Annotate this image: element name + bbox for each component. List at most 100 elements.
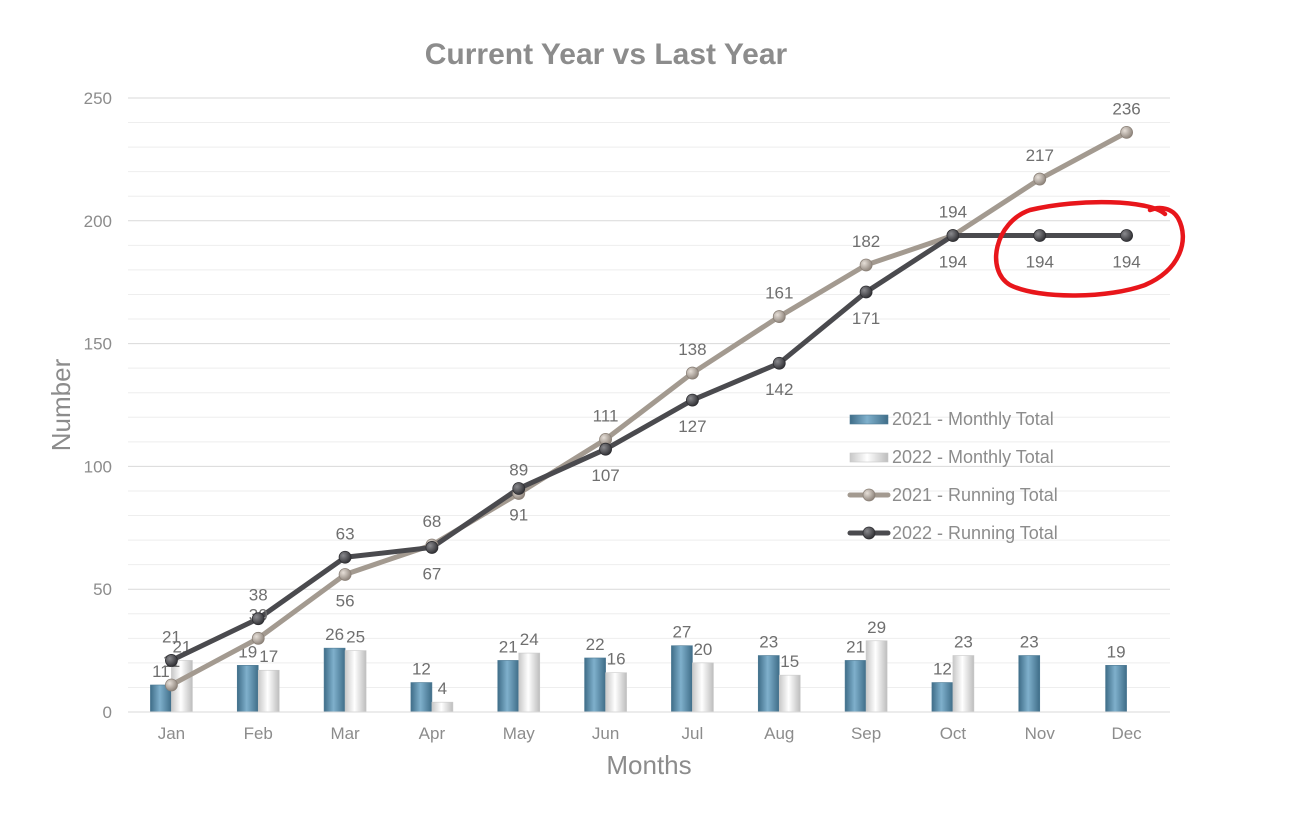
bar [257, 669, 280, 713]
bar [518, 652, 541, 713]
x-tick-label: Oct [940, 724, 967, 743]
y-tick-label: 150 [84, 335, 112, 354]
line-point [1120, 229, 1133, 242]
bar [1105, 665, 1127, 713]
bar-data-label: 23 [759, 633, 778, 652]
line-point [165, 654, 178, 667]
line-point [772, 356, 786, 370]
x-tick-label: Apr [419, 724, 446, 743]
bar-data-label: 12 [412, 660, 431, 679]
line-data-label: 127 [678, 417, 706, 436]
bar-data-label: 11 [152, 662, 170, 681]
bar-data-label: 4 [438, 679, 447, 698]
line-point [686, 366, 699, 380]
line-data-label: 107 [591, 466, 619, 485]
line-data-label: 111 [593, 406, 619, 425]
bar-data-label: 17 [259, 647, 278, 666]
y-tick-label: 0 [103, 703, 112, 722]
bar-data-label: 27 [672, 623, 691, 642]
x-tick-label: Feb [244, 724, 273, 743]
line-data-label: 161 [765, 284, 793, 303]
line-point [338, 568, 352, 581]
x-tick-label: Sep [851, 724, 881, 743]
line-point [946, 229, 960, 242]
y-axis-title: Number [46, 358, 76, 451]
series-line [168, 129, 1130, 688]
bar [671, 645, 693, 713]
bar [844, 660, 867, 713]
line-data-label: 194 [939, 253, 967, 272]
bar [692, 662, 714, 713]
line-data-label: 89 [509, 460, 528, 479]
bar [757, 655, 780, 713]
bar [344, 650, 367, 713]
legend-swatch [849, 452, 889, 463]
bar-data-label: 19 [1107, 642, 1126, 661]
y-tick-label: 100 [84, 457, 112, 476]
line-data-label: 217 [1026, 146, 1054, 165]
bar [605, 672, 627, 713]
bar-data-label: 15 [780, 652, 799, 671]
line-point [338, 550, 352, 564]
bar-data-label: 25 [346, 628, 365, 647]
legend-label: 2022 - Running Total [892, 523, 1058, 543]
bar [236, 665, 259, 713]
x-tick-label: Jun [592, 724, 619, 743]
bar-data-label: 16 [607, 650, 626, 669]
bar [323, 647, 346, 713]
line-data-label: 142 [765, 380, 793, 399]
line-point [859, 258, 873, 272]
line-point [425, 541, 439, 554]
line-data-label: 171 [852, 309, 880, 328]
x-tick-label: Dec [1111, 724, 1142, 743]
series-line [168, 233, 1130, 663]
bar-data-label: 12 [933, 660, 952, 679]
line-point [1120, 125, 1133, 139]
line-data-label: 56 [336, 591, 355, 610]
x-tick-label: Jul [682, 724, 704, 743]
bar-data-label: 21 [499, 637, 518, 656]
x-tick-label: Jan [158, 724, 185, 743]
bar-data-label: 21 [846, 637, 865, 656]
line-point [859, 285, 873, 299]
x-tick-label: Nov [1025, 724, 1056, 743]
bar [410, 682, 433, 713]
y-tick-label: 50 [93, 580, 112, 599]
x-tick-label: Aug [764, 724, 794, 743]
line-data-label: 194 [1026, 253, 1054, 272]
legend-marker [862, 488, 876, 502]
line-point [686, 393, 699, 407]
bar [865, 640, 888, 713]
line-data-label: 67 [422, 564, 441, 583]
line-data-label: 194 [1112, 253, 1140, 272]
line-point [512, 482, 526, 495]
annotation-circle [993, 199, 1186, 298]
bar [931, 682, 954, 713]
legend-marker [862, 526, 876, 540]
line-point [599, 442, 612, 456]
chart-title: Current Year vs Last Year [425, 38, 788, 71]
line-data-label: 91 [509, 506, 528, 525]
bar-data-label: 24 [520, 630, 539, 649]
line-point [251, 631, 265, 645]
y-tick-label: 200 [84, 212, 112, 231]
line-data-label: 63 [336, 524, 355, 543]
bar [952, 655, 975, 713]
bar [1018, 655, 1041, 713]
line-data-label: 38 [249, 586, 268, 605]
line-data-label: 182 [852, 232, 880, 251]
line-data-label: 236 [1112, 99, 1140, 118]
line-point [1033, 172, 1047, 186]
bar [497, 660, 520, 713]
bar-data-label: 20 [693, 640, 712, 659]
legend-label: 2021 - Monthly Total [892, 409, 1054, 429]
line-point [251, 612, 265, 626]
bar-data-label: 22 [586, 635, 605, 654]
line-point [772, 310, 786, 323]
bar [431, 701, 454, 713]
line-point [165, 678, 178, 692]
bar-data-label: 26 [325, 625, 344, 644]
line-point [1033, 229, 1047, 242]
legend-label: 2021 - Running Total [892, 485, 1058, 505]
